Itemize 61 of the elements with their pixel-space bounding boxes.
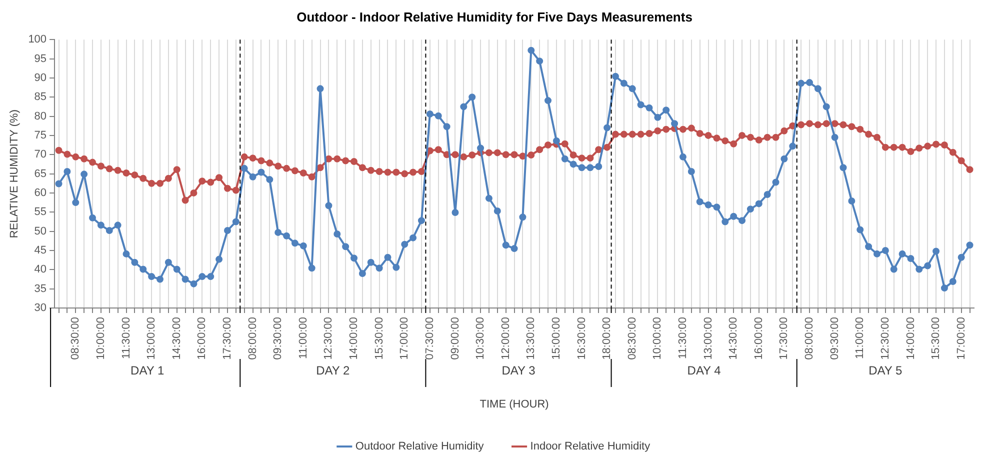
x-tick-label: 15:30:00 — [930, 316, 942, 360]
x-tick-label: 10:00:00 — [652, 316, 664, 360]
x-tick-label: 08:30:00 — [70, 316, 82, 360]
y-tick-label: 55 — [34, 206, 47, 218]
text: DAY 4 — [687, 363, 722, 378]
x-tick-label: 14:00:00 — [348, 316, 360, 360]
x-tick-label: 16:30:00 — [576, 316, 588, 360]
text: DAY 1 — [130, 363, 164, 378]
x-tick-label: 12:00:00 — [500, 316, 512, 360]
x-tick-label: 13:30:00 — [525, 316, 538, 360]
x-tick-label: 08:30:00 — [626, 316, 638, 360]
x-tick-label: 09:30:00 — [272, 316, 284, 360]
text: DAY 2 — [316, 363, 350, 378]
x-tick-label: 12:30:00 — [879, 316, 892, 360]
x-tick-label: 09:00:00 — [449, 316, 462, 360]
x-tick-label: 18:00:00 — [601, 316, 614, 360]
y-tick-label: 30 — [34, 302, 47, 314]
y-tick-label: 50 — [34, 225, 47, 238]
x-tick-label: 11:00:00 — [854, 316, 866, 359]
x-tick-label: 15:30:00 — [373, 316, 386, 360]
y-tick-label: 65 — [34, 168, 47, 180]
x-tick-label: 08:00:00 — [804, 316, 816, 360]
x-tick-label: 11:30:00 — [120, 316, 132, 359]
y-tick-label: 90 — [34, 72, 47, 84]
legend-label: Outdoor Relative Humidity — [355, 440, 484, 453]
y-tick-label: 60 — [34, 186, 47, 199]
x-tick-label: 08:00:00 — [246, 316, 259, 360]
x-tick-label: 07:30:00 — [424, 316, 436, 360]
text: DAY 5 — [868, 363, 903, 378]
y-tick-label: 70 — [34, 148, 47, 161]
y-tick-label: 40 — [34, 264, 47, 276]
x-tick-label: 13:00:00 — [146, 316, 158, 360]
x-axis-title: TIME (HOUR) — [480, 398, 549, 410]
text: DAY 3 — [502, 363, 536, 378]
chart-title: Outdoor - Indoor Relative Humidity for Five Days Measurements — [296, 9, 692, 24]
y-axis-title: RELATIVE HUMIDITY (%) — [8, 110, 21, 238]
legend-label: Indoor Relative Humidity — [530, 440, 651, 453]
x-tick-label: 11:00:00 — [297, 316, 310, 359]
y-tick-label: 75 — [34, 129, 47, 142]
y-tick-label: 35 — [34, 282, 47, 295]
x-tick-label: 15:00:00 — [550, 316, 562, 360]
x-tick-label: 09:30:00 — [828, 316, 841, 360]
x-tick-label: 10:30:00 — [474, 316, 487, 360]
x-tick-label: 17:30:00 — [778, 316, 790, 360]
x-tick-label: 17:00:00 — [398, 316, 411, 360]
x-tick-label: 16:00:00 — [196, 316, 208, 360]
x-tick-label: 17:00:00 — [955, 316, 968, 360]
y-tick-label: 80 — [34, 110, 47, 122]
y-tick-label: 95 — [34, 52, 47, 65]
y-tick-label: 85 — [34, 91, 47, 104]
x-tick-label: 14:30:00 — [170, 316, 183, 360]
y-tick-label: 45 — [34, 244, 47, 257]
x-tick-label: 16:00:00 — [752, 316, 765, 360]
x-tick-label: 17:30:00 — [222, 316, 234, 360]
x-tick-label: 12:30:00 — [322, 316, 335, 360]
x-tick-label: 13:00:00 — [702, 316, 714, 360]
x-tick-label: 14:30:00 — [728, 316, 740, 360]
x-tick-label: 14:00:00 — [904, 316, 917, 360]
y-tick-label: 100 — [28, 34, 47, 46]
x-tick-label: 11:30:00 — [677, 316, 690, 359]
x-tick-label: 10:00:00 — [94, 316, 107, 360]
